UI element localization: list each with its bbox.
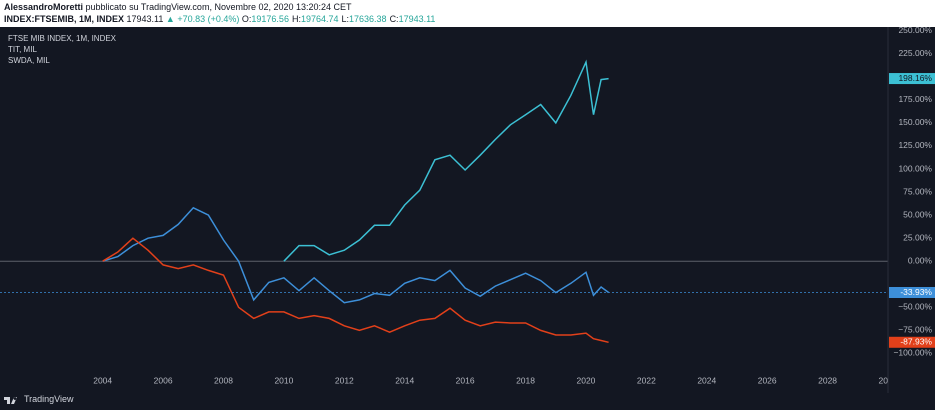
y-tick-label: 150.00% xyxy=(898,117,932,127)
ohlc-label: C: xyxy=(389,14,399,24)
last-value-label: -87.93% xyxy=(900,337,932,347)
footer: TradingView xyxy=(4,394,74,404)
footer-brand: TradingView xyxy=(24,394,74,404)
x-tick-label: 2006 xyxy=(154,375,173,385)
publish-note: pubblicato su TradingView.com, Novembre … xyxy=(85,2,352,12)
last-value-badge xyxy=(889,287,935,299)
chart: 2004 2006 2008 2010 2012 2014 2016 2018 2020 2022… xyxy=(0,27,935,393)
x-tick-label: 2024 xyxy=(697,375,716,385)
y-tick-label: −75.00% xyxy=(898,325,932,335)
x-tick-label: 2004 xyxy=(93,375,112,385)
y-tick-label: 100.00% xyxy=(898,163,932,173)
logo xyxy=(4,397,17,404)
publish-line: AlessandroMoretti pubblicato su TradingV… xyxy=(4,2,352,12)
y-tick-label: 125.00% xyxy=(898,140,932,150)
x-tick-label: 2010 xyxy=(274,375,293,385)
y-tick-label: −100.00% xyxy=(893,348,932,358)
x-tick-label: 2028 xyxy=(818,375,837,385)
change: ▲ +70.83 (+0.4%) xyxy=(165,14,240,24)
ohlc-value: 19176.56 xyxy=(251,14,289,24)
ohlc-label: H: xyxy=(291,14,301,24)
last-value-badge xyxy=(889,73,935,85)
y-tick-label: 225.00% xyxy=(898,48,932,58)
symbol-line: INDEX:FTSEMIB, 1M, INDEX 17943.11 ▲ +70.… xyxy=(4,14,438,24)
x-tick-label: 2026 xyxy=(758,375,777,385)
series-line xyxy=(283,59,609,262)
x-tick-label: 2018 xyxy=(516,375,535,385)
last-value-label: -33.93% xyxy=(900,287,932,297)
last-value-badge xyxy=(889,336,935,348)
x-tick-label: 2008 xyxy=(214,375,233,385)
ohlc-value: 17943.11 xyxy=(398,14,436,24)
ohlc-value: 19764.74 xyxy=(300,14,339,24)
series-line xyxy=(102,206,610,304)
x-tick-label: 2020 xyxy=(576,375,595,385)
y-tick-label: 50.00% xyxy=(903,209,932,219)
symbol: INDEX:FTSEMIB, 1M, INDEX xyxy=(4,14,125,24)
legend-entry: SWDA, MIL xyxy=(8,56,50,65)
y-tick-label: 250.00% xyxy=(898,27,932,35)
ohlc-value: 17636.38 xyxy=(349,14,387,24)
x-tick-label: 2016 xyxy=(456,375,475,385)
y-tick-label: 175.00% xyxy=(898,94,932,104)
x-tick-label: 2012 xyxy=(335,375,354,385)
x-tick-label: 2022 xyxy=(637,375,656,385)
ohlc-label: L: xyxy=(341,14,350,24)
legend-entry: TIT, MIL xyxy=(8,45,37,54)
y-tick-label: −50.00% xyxy=(898,302,932,312)
ohlc: O:19176.56 H:19764.74 L:17636.38 C:17943.11 xyxy=(242,14,439,24)
y-tick-label: 0.00% xyxy=(908,255,933,265)
series-line xyxy=(102,237,609,344)
y-tick-label: 75.00% xyxy=(903,186,932,196)
y-tick-label: 25.00% xyxy=(903,232,932,242)
price-scale xyxy=(888,27,935,393)
x-tick-label: 2014 xyxy=(395,375,414,385)
author: AlessandroMoretti xyxy=(4,2,84,12)
price: 17943.11 xyxy=(126,14,164,24)
header: AlessandroMoretti pubblicato su TradingV… xyxy=(0,0,935,27)
ohlc-label: O: xyxy=(241,14,252,24)
last-value-label: 198.16% xyxy=(898,73,932,83)
legend-entry: FTSE MIB INDEX, 1M, INDEX xyxy=(8,34,117,43)
